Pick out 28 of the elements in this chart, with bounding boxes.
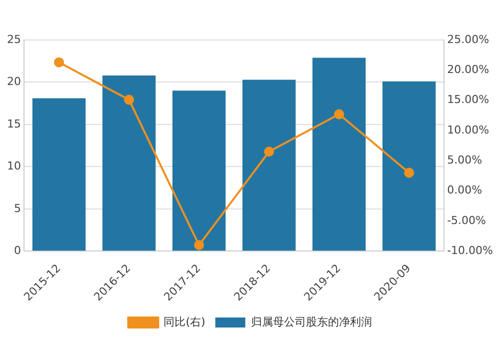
bar [102, 75, 156, 251]
bar [382, 81, 436, 251]
bar [32, 98, 86, 251]
bar [312, 58, 366, 251]
y2-tick-label: 20.00% [447, 63, 490, 76]
y-tick-label: 0 [14, 244, 21, 258]
bar [242, 80, 296, 251]
y2-tick-label: 0.00% [447, 184, 482, 197]
y-tick-label: 15 [6, 117, 21, 130]
y2-tick-label: 10.00% [447, 123, 490, 136]
y2-tick-label: 25.00% [447, 32, 490, 46]
point [404, 168, 414, 178]
y-tick-label: 10 [6, 160, 21, 173]
bar [172, 90, 226, 251]
y2-tick-label: -10.00% [447, 244, 494, 258]
y-tick-label: 25 [6, 32, 21, 46]
legend-label: 归属母公司股东的净利润 [250, 315, 372, 328]
y2-tick-label: 5.00% [447, 154, 482, 167]
y-tick-label: 5 [14, 202, 21, 215]
point [124, 94, 134, 105]
point [264, 146, 274, 157]
point [194, 240, 204, 250]
y2-tick-label: 15.00% [447, 93, 490, 106]
y2-tick-label: -5.00% [447, 214, 486, 227]
point [54, 57, 64, 68]
y-tick-label: 20 [6, 75, 21, 88]
point [334, 109, 344, 120]
legend-label: 同比(右) [164, 315, 206, 328]
